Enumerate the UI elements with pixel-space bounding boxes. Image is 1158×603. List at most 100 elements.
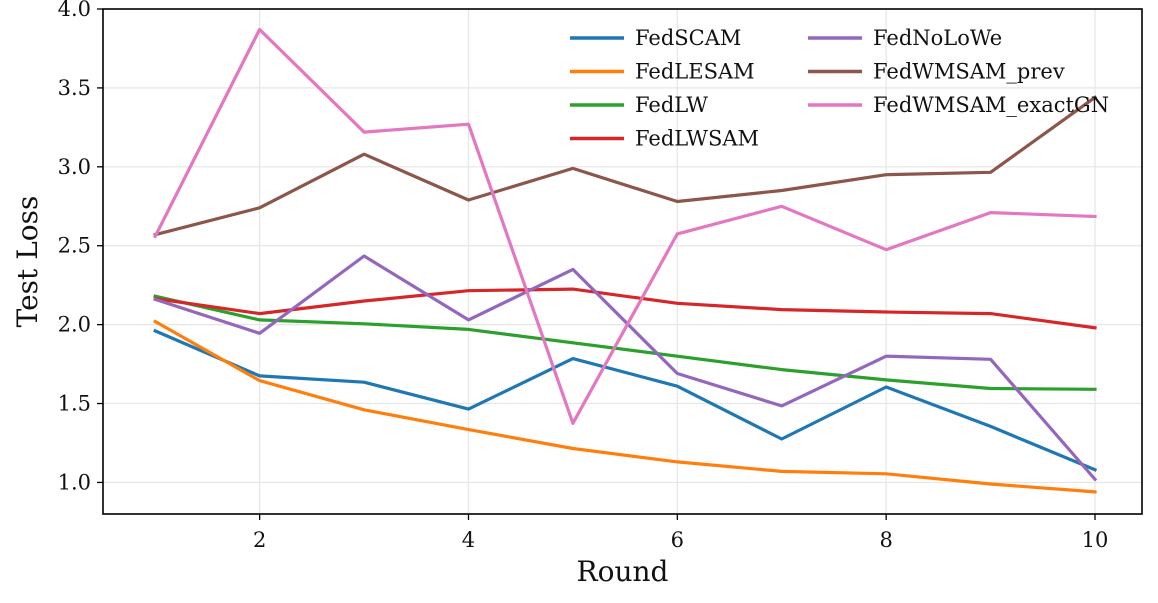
data-point (258, 206, 261, 210)
data-point (989, 312, 992, 315)
data-point (780, 205, 783, 208)
series-lines (153, 27, 1098, 494)
data-point (571, 341, 575, 344)
data-point (1093, 388, 1097, 391)
series-line (153, 294, 1097, 391)
data-point (884, 310, 888, 314)
data-point (467, 123, 470, 126)
data-point (258, 312, 261, 315)
grid-lines (103, 8, 1142, 514)
series-line (153, 287, 1097, 330)
series-line (153, 254, 1098, 482)
data-point (884, 378, 888, 382)
data-point (571, 447, 575, 450)
data-point (989, 211, 992, 214)
data-point (362, 299, 366, 303)
data-point (676, 232, 679, 236)
data-point (467, 407, 470, 411)
series-line (153, 27, 1097, 425)
data-point (676, 302, 679, 305)
legend-label: FedLESAM (635, 60, 755, 84)
x-tick-label: 2 (253, 528, 266, 552)
legend-item: FedWMSAM_prev (808, 60, 1065, 84)
x-tick-label: 4 (462, 528, 475, 552)
legend-label: FedWMSAM_exactGN (873, 93, 1109, 117)
legend-item: FedLWSAM (570, 127, 759, 151)
data-point (154, 298, 157, 301)
y-tick-label: 3.5 (58, 76, 91, 100)
y-tick-label: 4.0 (58, 0, 91, 21)
data-point (571, 268, 575, 271)
data-point (884, 472, 888, 475)
x-tick-label: 8 (879, 528, 892, 552)
data-point (258, 379, 261, 382)
data-point (258, 332, 261, 335)
data-point (676, 372, 679, 375)
data-point (780, 470, 783, 473)
data-point (676, 200, 679, 203)
data-point (467, 289, 470, 292)
y-tick-label: 2.0 (58, 313, 91, 337)
data-point (258, 318, 261, 322)
axis-ticks: 2 4 6 8 10 1.0 1.5 2.0 2.5 3.0 3.5 4.0 (58, 0, 1109, 552)
data-point (467, 198, 470, 202)
y-tick-label: 1.0 (58, 470, 91, 494)
y-axis-title: Test Loss (11, 196, 44, 328)
data-point (989, 171, 992, 174)
y-tick-label: 2.5 (58, 234, 91, 258)
data-point (1093, 468, 1097, 472)
data-point (467, 428, 470, 431)
data-point (884, 248, 888, 251)
data-point (571, 287, 575, 291)
data-point (571, 422, 575, 425)
series-line (153, 95, 1098, 237)
data-point (676, 354, 679, 358)
y-tick-label: 1.5 (58, 392, 91, 416)
data-point (884, 173, 888, 176)
data-point (1093, 215, 1097, 218)
data-point (362, 130, 366, 134)
data-point (571, 357, 575, 360)
plot-frame (102, 8, 1143, 515)
data-point (676, 460, 679, 464)
data-point (362, 322, 366, 326)
data-point (1093, 478, 1097, 481)
legend-item: FedSCAM (570, 26, 741, 50)
data-point (780, 404, 783, 408)
legend-item: FedWMSAM_exactGN (808, 93, 1109, 117)
data-point (1093, 490, 1097, 494)
data-point (1093, 96, 1097, 99)
data-point (780, 189, 783, 192)
series-fednolowe (153, 254, 1098, 482)
series-fedwmsam-prev (153, 95, 1098, 237)
legend-label: FedWMSAM_prev (873, 60, 1065, 84)
series-line (153, 328, 1098, 472)
legend-label: FedLW (635, 93, 708, 117)
legend: FedSCAM FedLESAM FedLW FedLWSAM FedNoLoWe Fed… (570, 26, 1109, 151)
data-point (362, 381, 366, 384)
data-point (362, 254, 366, 258)
data-point (884, 385, 888, 389)
data-point (989, 482, 992, 486)
legend-label: FedSCAM (635, 26, 741, 50)
data-point (1093, 326, 1097, 329)
data-point (989, 358, 992, 361)
data-point (154, 295, 157, 298)
data-point (571, 167, 575, 170)
data-point (258, 374, 261, 378)
data-point (154, 320, 157, 323)
y-tick-label: 3.0 (58, 155, 91, 179)
series-fedlwsam (153, 287, 1097, 330)
data-point (780, 368, 783, 371)
series-fedwmsam-exactgn (153, 27, 1097, 425)
x-tick-label: 6 (671, 528, 684, 552)
series-fedscam (153, 328, 1098, 472)
data-point (362, 408, 366, 412)
data-point (154, 329, 157, 333)
legend-item: FedNoLoWe (808, 26, 1002, 50)
series-fedlw (153, 294, 1097, 391)
data-point (467, 318, 470, 322)
legend-label: FedNoLoWe (873, 26, 1002, 50)
data-point (780, 308, 783, 311)
